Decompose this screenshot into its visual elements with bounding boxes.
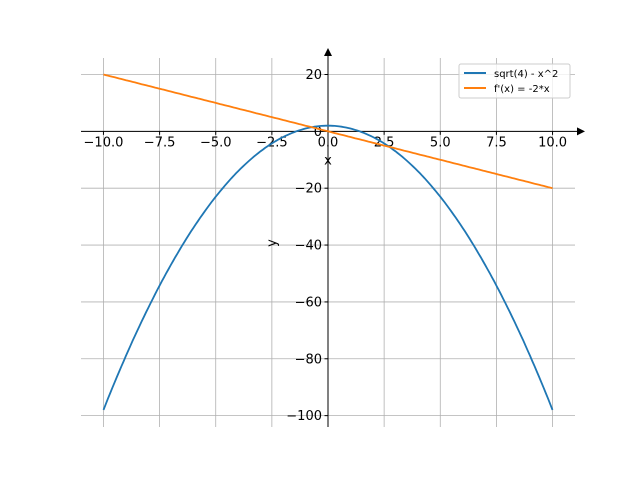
x-tick-label: 7.5 [486,135,507,150]
legend-box [458,63,571,99]
y-tick-label: −20 [295,182,322,197]
x-tick-label: 5.0 [430,135,451,150]
x-tick-label: −5.0 [200,135,232,150]
y-tick-label: −60 [295,295,322,310]
x-axis-label: x [324,153,332,168]
y-tick-label: −80 [295,352,322,367]
x-axis-arrow-icon [577,127,585,136]
y-tick-label: −40 [295,239,322,254]
x-tick-label: 10.0 [538,135,567,150]
legend-label: f'(x) = -2*x [494,84,550,95]
x-tick-label: −10.0 [84,135,124,150]
x-tick-label: −7.5 [144,135,176,150]
series-line-2 [103,73,553,190]
y-axis-arrow-icon [324,48,332,56]
series-line-1 [102,124,554,411]
y-tick-label: −100 [286,409,322,424]
x-tick-label: 0.0 [318,135,339,150]
y-tick-label: 0 [314,125,322,140]
y-axis-label: y [265,239,280,247]
y-tick-label: 20 [305,68,322,83]
legend-label: sqrt(4) - x^2 [494,69,558,80]
